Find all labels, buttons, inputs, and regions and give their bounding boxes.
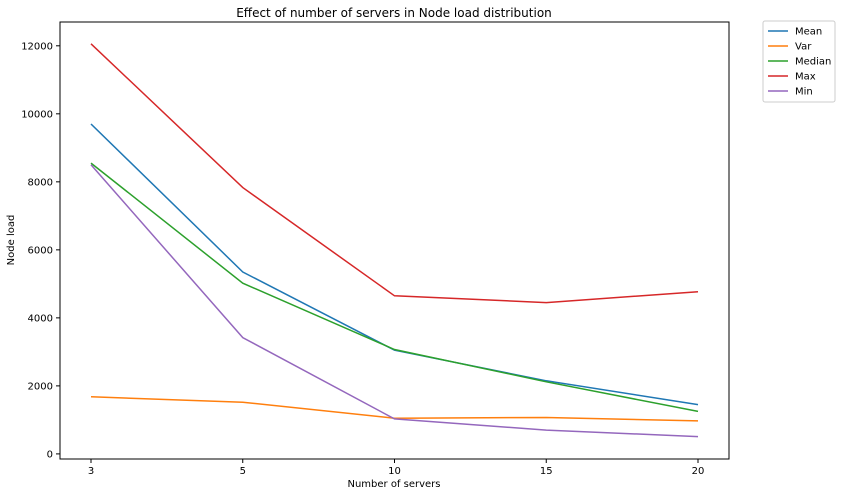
x-tick-label: 20 — [692, 466, 705, 477]
y-tick-label: 2000 — [28, 381, 53, 392]
x-tick-label: 15 — [540, 466, 553, 477]
y-axis-label: Node load — [6, 215, 17, 266]
series-line-median — [90, 162, 699, 413]
legend-box — [762, 20, 836, 103]
x-tick-label: 10 — [388, 466, 401, 477]
series-line-mean — [90, 123, 699, 406]
x-axis-label: Number of servers — [347, 479, 440, 490]
legend-label: Min — [795, 87, 813, 98]
legend-label: Var — [795, 42, 812, 53]
series-line-var — [90, 396, 699, 422]
legend-label: Mean — [795, 27, 822, 38]
legend: Mean Var Median Max Min — [762, 20, 836, 103]
x-tick-label: 3 — [88, 466, 94, 477]
y-tick-label: 8000 — [28, 177, 53, 188]
legend-label: Median — [795, 57, 831, 68]
x-tick-label: 5 — [240, 466, 246, 477]
plot-area: 3 5 10 15 20 0 2000 4000 6000 8000 10000 12000 — [21, 21, 730, 477]
y-tick-label: 0 — [47, 449, 53, 460]
series-line-min — [90, 164, 699, 438]
y-tick-label: 12000 — [21, 41, 53, 52]
chart-title: Effect of number of servers in Node load… — [236, 6, 552, 20]
y-tick-label: 6000 — [28, 245, 53, 256]
y-tick-label: 4000 — [28, 313, 53, 324]
y-tick-label: 10000 — [21, 109, 53, 120]
legend-label: Max — [795, 72, 816, 83]
series-line-max — [90, 43, 699, 304]
